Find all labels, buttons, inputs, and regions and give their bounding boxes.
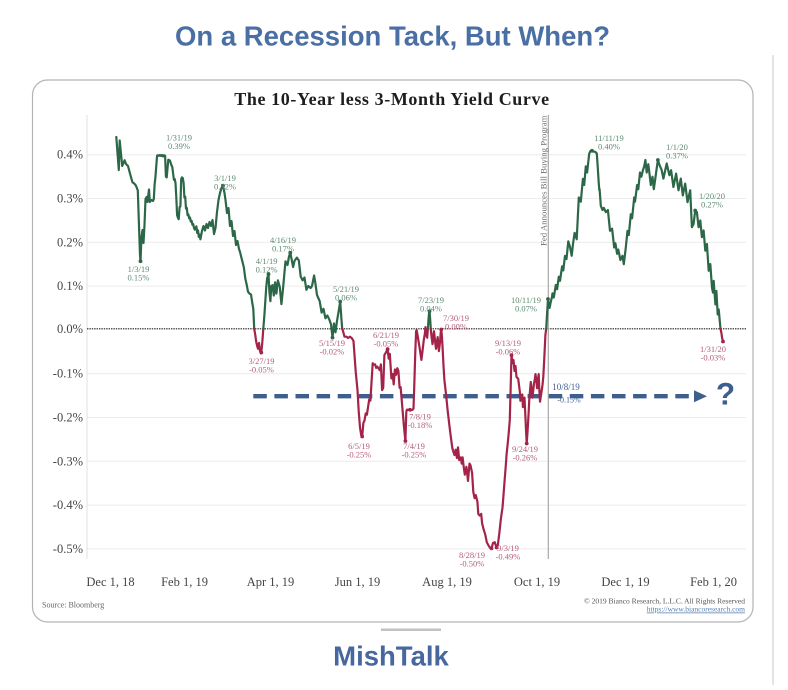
svg-text:9/13/19-0.06%: 9/13/19 -0.06% [495, 338, 521, 357]
svg-text:?: ? [716, 376, 735, 412]
svg-text:-0.4%: -0.4% [53, 498, 83, 512]
svg-text:10/8/19: 10/8/19 [552, 382, 580, 392]
svg-text:9/24/19-0.26%: 9/24/19 -0.26% [512, 444, 538, 463]
svg-text:7/30/190.00%: 7/30/19 0.00% [443, 313, 469, 332]
svg-text:7/4/19-0.25%: 7/4/19 -0.25% [402, 441, 427, 460]
svg-text:-0.3%: -0.3% [53, 454, 83, 468]
svg-text:1/1/200.37%: 1/1/20 0.37% [666, 142, 688, 161]
svg-text:Dec 1, 18: Dec 1, 18 [86, 575, 134, 589]
svg-text:1/31/190.39%: 1/31/19 0.39% [166, 133, 192, 152]
svg-text:7/8/19-0.18%: 7/8/19 -0.18% [408, 412, 433, 431]
svg-text:-0.5%: -0.5% [53, 542, 83, 556]
svg-text:5/21/190.06%: 5/21/19 0.06% [333, 284, 359, 303]
svg-text:https://www.biancoresearch.com: https://www.biancoresearch.com [647, 605, 745, 614]
svg-text:Feb 1, 19: Feb 1, 19 [161, 575, 208, 589]
svg-text:© 2019 Bianco Research, L.L.C.: © 2019 Bianco Research, L.L.C. All Right… [584, 597, 745, 606]
svg-text:9/3/19-0.49%: 9/3/19 -0.49% [496, 543, 521, 562]
svg-text:1/3/190.15%: 1/3/19 0.15% [128, 264, 150, 283]
svg-text:-0.15%: -0.15% [557, 396, 581, 405]
svg-text:Jun 1, 19: Jun 1, 19 [335, 575, 381, 589]
svg-text:Fed Announces Bill Buying Prog: Fed Announces Bill Buying Program [539, 115, 549, 246]
svg-text:Feb 1, 20: Feb 1, 20 [690, 575, 737, 589]
svg-text:Apr 1, 19: Apr 1, 19 [247, 575, 295, 589]
svg-text:6/5/19-0.25%: 6/5/19 -0.25% [347, 441, 372, 460]
svg-text:1/31/20-0.03%: 1/31/20 -0.03% [700, 344, 726, 363]
svg-text:0.4%: 0.4% [57, 148, 83, 162]
svg-text:3/27/19-0.05%: 3/27/19 -0.05% [249, 356, 275, 375]
svg-text:11/11/190.40%: 11/11/19 0.40% [594, 133, 624, 152]
svg-text:The 10-Year less 3-Month Yield: The 10-Year less 3-Month Yield Curve [234, 89, 549, 109]
svg-text:6/21/19-0.05%: 6/21/19 -0.05% [373, 330, 399, 349]
svg-text:4/16/190.17%: 4/16/19 0.17% [270, 235, 296, 254]
svg-text:10/11/190.07%: 10/11/19 0.07% [511, 295, 541, 314]
svg-text:-0.1%: -0.1% [53, 367, 83, 381]
svg-text:0.0%: 0.0% [57, 322, 83, 336]
svg-text:1/20/200.27%: 1/20/20 0.27% [699, 191, 725, 210]
svg-text:Oct 1, 19: Oct 1, 19 [514, 575, 560, 589]
svg-text:5/15/19-0.02%: 5/15/19 -0.02% [319, 338, 345, 357]
svg-text:4/1/190.12%: 4/1/19 0.12% [256, 256, 278, 275]
svg-text:Dec 1, 19: Dec 1, 19 [601, 575, 649, 589]
svg-text:MishTalk: MishTalk [333, 641, 449, 672]
svg-text:Source: Bloomberg: Source: Bloomberg [42, 601, 104, 610]
svg-text:3/1/190.32%: 3/1/19 0.32% [214, 173, 236, 192]
svg-text:7/23/190.04%: 7/23/19 0.04% [418, 295, 444, 314]
svg-text:-0.2%: -0.2% [53, 411, 83, 425]
svg-text:0.2%: 0.2% [57, 235, 83, 249]
svg-text:0.1%: 0.1% [57, 279, 83, 293]
svg-text:Aug 1, 19: Aug 1, 19 [422, 575, 472, 589]
svg-text:On a Recession Tack, But When?: On a Recession Tack, But When? [175, 21, 610, 52]
svg-text:0.3%: 0.3% [57, 192, 83, 206]
svg-text:8/28/19-0.50%: 8/28/19 -0.50% [459, 550, 485, 569]
